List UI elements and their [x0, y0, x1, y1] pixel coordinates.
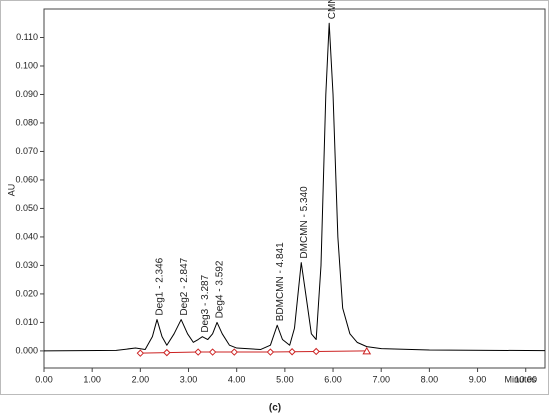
- x-tick-label: 9.00: [469, 374, 487, 384]
- caption: (c): [269, 403, 281, 414]
- integration-mark: [288, 348, 296, 356]
- y-tick-label: 0.070: [15, 146, 38, 156]
- peak-label: CMN - 5.920: [327, 0, 338, 19]
- x-tick-label: 4.00: [228, 374, 246, 384]
- frame: [0, 0, 549, 395]
- x-tick-label: 10.00: [514, 374, 537, 384]
- y-tick-label: 0.090: [15, 89, 38, 99]
- y-tick-label: 0.000: [15, 345, 38, 355]
- integration-mark: [362, 346, 372, 355]
- integration-mark: [312, 347, 320, 356]
- peak-label: BDMCMN - 4.841: [275, 242, 286, 321]
- y-tick-label: 0.050: [15, 203, 38, 213]
- y-tick-label: 0.060: [15, 174, 38, 184]
- integration-mark: [208, 348, 217, 356]
- y-tick-label: 0.040: [15, 231, 38, 241]
- peak-label: Deg3 - 3.287: [200, 274, 211, 332]
- x-tick-label: 0.00: [35, 374, 53, 384]
- peak-label: Deg1 - 2.346: [155, 257, 166, 315]
- integration-mark: [194, 348, 202, 356]
- integration-mark: [266, 348, 275, 356]
- plot-area: [43, 8, 546, 369]
- x-tick-label: 8.00: [421, 374, 439, 384]
- x-tick-label: 1.00: [83, 374, 101, 384]
- peak-label: Deg2 - 2.847: [179, 257, 190, 315]
- y-tick-label: 0.010: [15, 317, 38, 327]
- trace: [43, 22, 546, 352]
- peak-label: DMCMN - 5.340: [299, 186, 310, 259]
- x-tick-label: 5.00: [276, 374, 294, 384]
- integration-mark: [163, 348, 171, 357]
- y-tick-label: 0.110: [16, 32, 38, 42]
- x-tick-label: 6.00: [324, 374, 342, 384]
- y-tick-label: 0.030: [15, 260, 38, 270]
- x-tick-label: 2.00: [132, 374, 150, 384]
- x-axis-label: Minutes: [504, 374, 536, 384]
- y-tick-label: 0.020: [15, 288, 38, 298]
- y-tick-label: 0.100: [15, 60, 38, 70]
- y-tick-label: 0.080: [15, 117, 38, 127]
- baseline: [140, 350, 367, 354]
- y-axis-label: AU: [6, 184, 16, 197]
- peak-label: Deg4 - 3.592: [215, 260, 226, 318]
- integration-mark: [230, 348, 238, 356]
- integration-mark: [136, 349, 145, 357]
- x-tick-label: 3.00: [180, 374, 198, 384]
- x-tick-label: 7.00: [372, 374, 390, 384]
